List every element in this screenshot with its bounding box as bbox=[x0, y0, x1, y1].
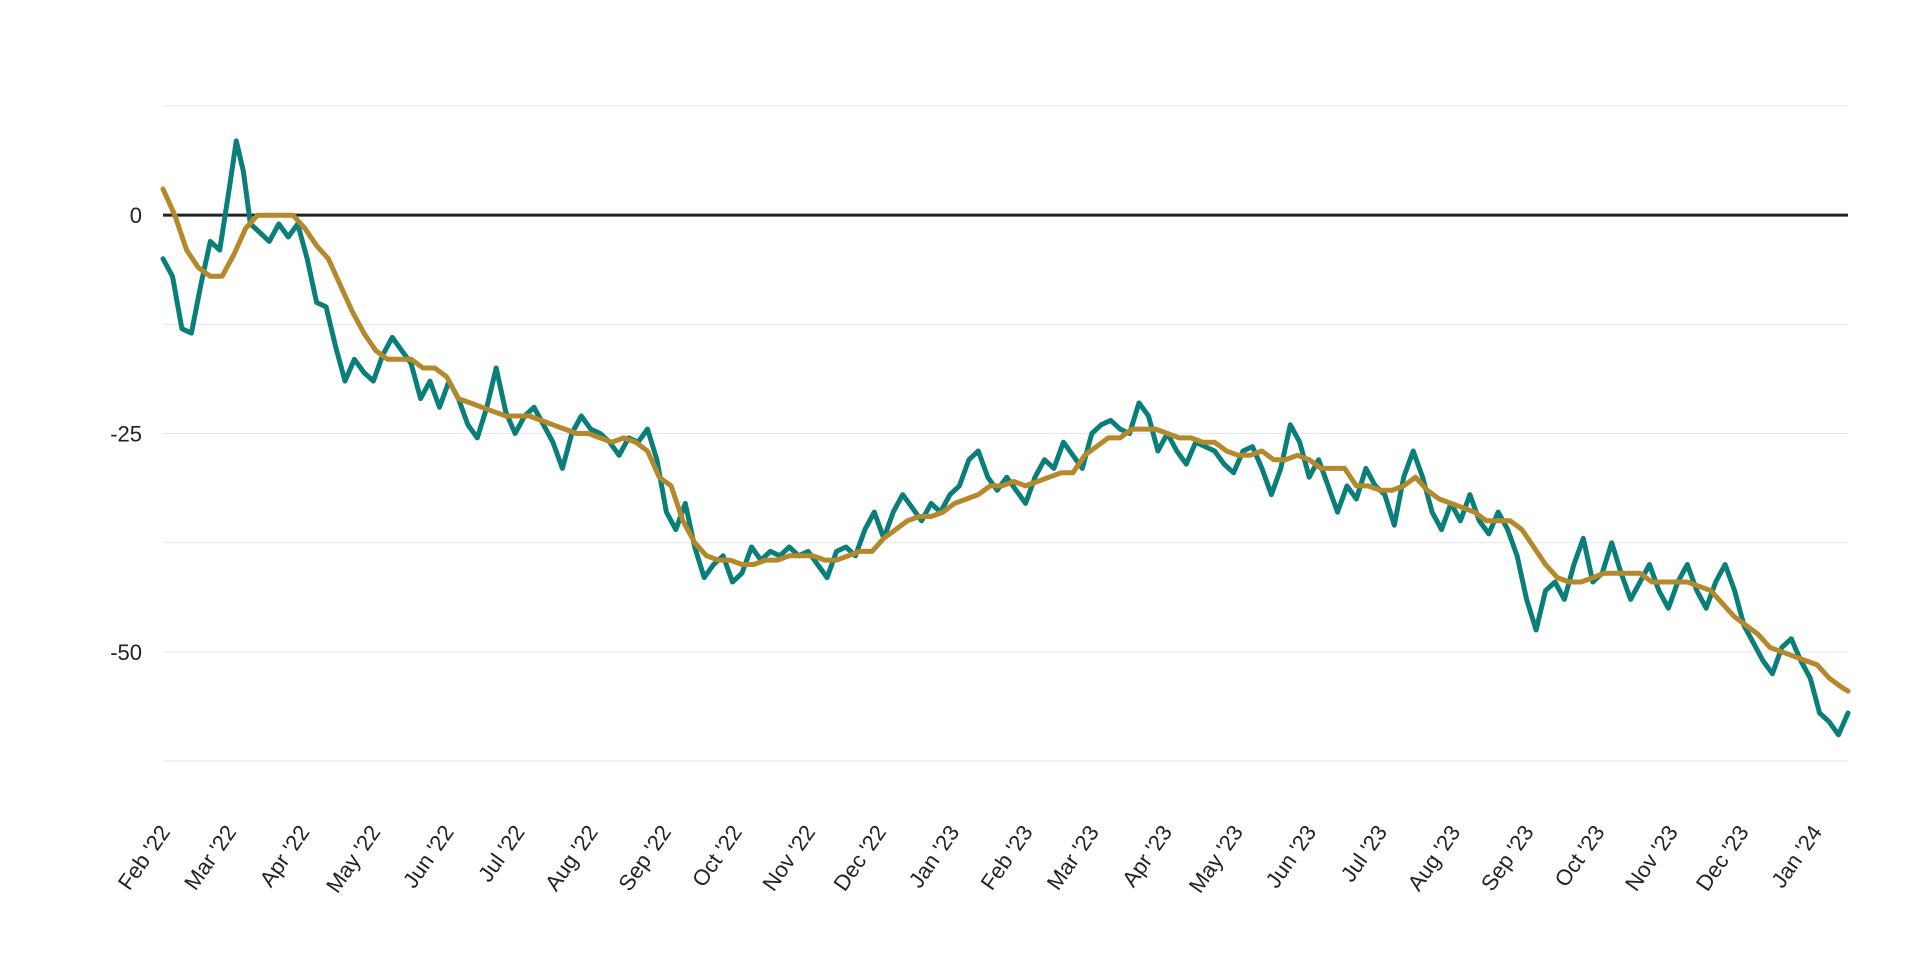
x-tick-label: Sep '23 bbox=[1476, 821, 1539, 896]
x-tick-label: Dec '23 bbox=[1691, 821, 1754, 896]
gridlines bbox=[163, 105, 1848, 762]
x-tick-label: Sep '22 bbox=[613, 821, 676, 896]
x-tick-label: Jul '22 bbox=[473, 821, 530, 887]
x-tick-label: Feb '22 bbox=[113, 821, 175, 895]
y-axis-tick-labels: 0 -25 -50 bbox=[110, 203, 142, 665]
series-line-2 bbox=[160, 186, 1851, 694]
x-tick-label: Jun '22 bbox=[398, 821, 459, 893]
series-group bbox=[160, 138, 1851, 738]
x-axis-tick-labels: Feb '22 Mar '22 Apr '22 May '22 Jun '22 Jul '… bbox=[113, 820, 1827, 897]
x-tick-label: Oct '23 bbox=[1550, 821, 1610, 892]
x-tick-label: Apr '22 bbox=[254, 821, 314, 892]
x-tick-label: Dec '22 bbox=[828, 821, 891, 896]
x-tick-label: Apr '23 bbox=[1117, 821, 1177, 892]
x-tick-label: Nov '23 bbox=[1620, 821, 1683, 896]
x-tick-label: Nov '22 bbox=[757, 821, 820, 896]
y-tick-label: -25 bbox=[110, 422, 142, 447]
series-line-1 bbox=[160, 138, 1851, 738]
x-tick-label: Mar '23 bbox=[1042, 821, 1104, 895]
x-tick-label: Feb '23 bbox=[976, 821, 1038, 895]
y-tick-label: -50 bbox=[110, 640, 142, 665]
x-tick-label: Oct '22 bbox=[687, 821, 747, 892]
x-tick-label: Aug '22 bbox=[540, 820, 603, 895]
x-tick-label: Aug '23 bbox=[1403, 820, 1466, 895]
x-tick-label: Jun '23 bbox=[1261, 821, 1322, 893]
x-tick-label: May '23 bbox=[1184, 821, 1248, 898]
y-tick-label: 0 bbox=[130, 203, 142, 228]
x-tick-label: Mar '22 bbox=[179, 821, 241, 895]
x-tick-label: Jul '23 bbox=[1336, 821, 1393, 887]
x-tick-label: Jan '24 bbox=[1766, 821, 1827, 893]
x-tick-label: May '22 bbox=[321, 821, 385, 898]
x-tick-label: Jan '23 bbox=[904, 821, 965, 893]
